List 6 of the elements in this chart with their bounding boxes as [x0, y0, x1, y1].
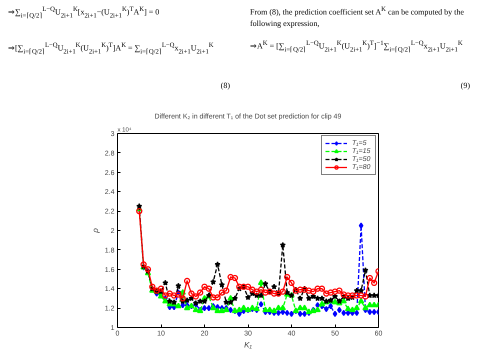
text: (9) [460, 80, 470, 91]
text: ⇒∑$_{i=⌈Q/2⌉}$$^{L−Q}$U$_{2i+1}$$^{K}$[x$_{2i+1}$−(U$_{2i+1}$$^{K}$)$^{T}$A$^{K}$] = 0 [8, 6, 160, 20]
y-axis-title: ρ [90, 228, 100, 234]
x-axis-title: K₁ [244, 340, 252, 350]
text: (8) [220, 80, 230, 91]
text: From (8), the prediction coefficient set A$^{K}$ can be computed by the following expression, [250, 6, 464, 28]
